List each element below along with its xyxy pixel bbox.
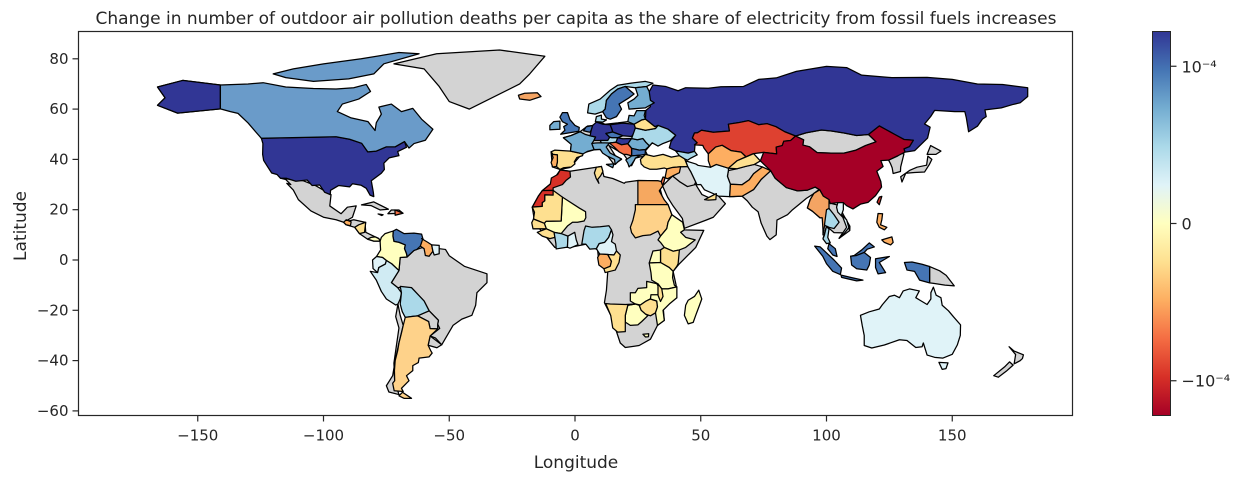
region-canada bbox=[219, 82, 434, 153]
y-tick-label: −60 bbox=[37, 402, 69, 420]
x-tick-label: −50 bbox=[433, 427, 465, 445]
region-uae bbox=[703, 192, 717, 201]
y-tick-label: 80 bbox=[49, 50, 68, 68]
region-tunisia bbox=[593, 165, 604, 184]
region-australia bbox=[859, 286, 962, 359]
region-malawi bbox=[657, 283, 664, 303]
world-map bbox=[156, 49, 1029, 399]
region-baltics bbox=[627, 109, 647, 125]
x-tick-label: −150 bbox=[177, 427, 218, 445]
x-axis: −150 −100 −50 0 50 100 150 bbox=[177, 415, 967, 445]
y-tick-label: 20 bbox=[49, 201, 68, 219]
y-axis: 80 60 40 20 0 −20 −40 −60 bbox=[37, 50, 79, 420]
y-tick-label: 60 bbox=[49, 100, 68, 118]
region-namibia bbox=[604, 302, 636, 333]
x-tick-label: 150 bbox=[938, 427, 967, 445]
region-philippines bbox=[876, 212, 894, 246]
region-netherlands bbox=[582, 124, 594, 133]
y-tick-label: −20 bbox=[37, 301, 69, 319]
region-tierra bbox=[398, 391, 413, 399]
region-suriname bbox=[431, 244, 440, 256]
region-france bbox=[562, 131, 597, 155]
y-axis-label: Latitude bbox=[11, 191, 31, 261]
region-madagascar bbox=[683, 289, 703, 325]
region-argentina bbox=[392, 315, 439, 393]
region-sweden bbox=[602, 85, 635, 120]
x-tick-label: 50 bbox=[691, 427, 710, 445]
region-ghana bbox=[566, 231, 579, 249]
colorbar-tick-label: −10⁻⁴ bbox=[1182, 372, 1231, 391]
region-cotedivoire bbox=[553, 231, 569, 250]
colorbar-ticks: 10⁻⁴ 0 −10⁻⁴ bbox=[1170, 57, 1231, 391]
region-israel bbox=[660, 176, 666, 187]
region-iceland bbox=[517, 92, 542, 101]
colorbar-tick-label: 0 bbox=[1182, 215, 1192, 234]
region-canada-islands bbox=[272, 51, 420, 83]
region-mauritania bbox=[531, 189, 564, 224]
x-tick-label: 100 bbox=[812, 427, 841, 445]
region-guatemala bbox=[342, 219, 352, 227]
region-senegal bbox=[531, 218, 547, 230]
chart-title: Change in number of outdoor air pollutio… bbox=[96, 9, 1057, 29]
region-nicaragua bbox=[354, 221, 367, 235]
region-png bbox=[928, 265, 955, 287]
x-axis-label: Longitude bbox=[534, 453, 619, 473]
region-morocco bbox=[541, 169, 572, 192]
region-taiwan bbox=[876, 195, 883, 206]
y-tick-label: −40 bbox=[37, 352, 69, 370]
region-uk bbox=[559, 111, 580, 135]
region-greenland bbox=[393, 49, 546, 110]
region-vietnam bbox=[835, 202, 851, 239]
region-guyana bbox=[419, 237, 434, 257]
region-new-zealand bbox=[993, 346, 1025, 378]
region-tasmania bbox=[938, 361, 949, 371]
region-finland bbox=[627, 85, 655, 110]
region-thailand bbox=[822, 207, 840, 245]
y-tick-label: 40 bbox=[49, 150, 68, 168]
region-portugal bbox=[550, 151, 559, 168]
y-tick-label: 0 bbox=[59, 251, 69, 269]
region-greece bbox=[625, 154, 642, 168]
region-indonesia bbox=[814, 245, 931, 284]
region-alaska-us bbox=[156, 79, 222, 114]
region-ireland bbox=[549, 120, 561, 131]
x-tick-label: −100 bbox=[303, 427, 344, 445]
region-mozambique bbox=[649, 286, 678, 327]
region-dominican bbox=[394, 209, 404, 216]
region-balkans bbox=[608, 141, 633, 157]
region-sudan bbox=[629, 204, 673, 239]
region-pakistan bbox=[729, 166, 772, 198]
region-cuba bbox=[360, 201, 390, 211]
region-japan bbox=[900, 144, 942, 183]
region-jamaica bbox=[377, 213, 384, 217]
region-lesotho bbox=[642, 333, 650, 338]
region-caucasus bbox=[674, 150, 698, 161]
region-denmark bbox=[594, 114, 608, 123]
data-regions bbox=[156, 51, 1029, 399]
region-panama bbox=[366, 236, 381, 242]
region-levant bbox=[664, 166, 682, 180]
region-peru bbox=[369, 259, 403, 306]
region-congo bbox=[603, 250, 621, 274]
x-tick-label: 0 bbox=[570, 427, 580, 445]
colorbar bbox=[1152, 31, 1171, 416]
colorbar-tick-label: 10⁻⁴ bbox=[1182, 57, 1217, 76]
region-uzbek bbox=[727, 152, 761, 170]
